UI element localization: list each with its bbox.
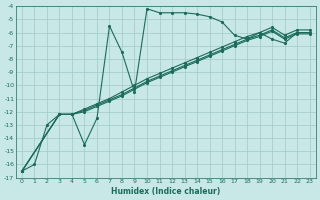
X-axis label: Humidex (Indice chaleur): Humidex (Indice chaleur) xyxy=(111,187,220,196)
